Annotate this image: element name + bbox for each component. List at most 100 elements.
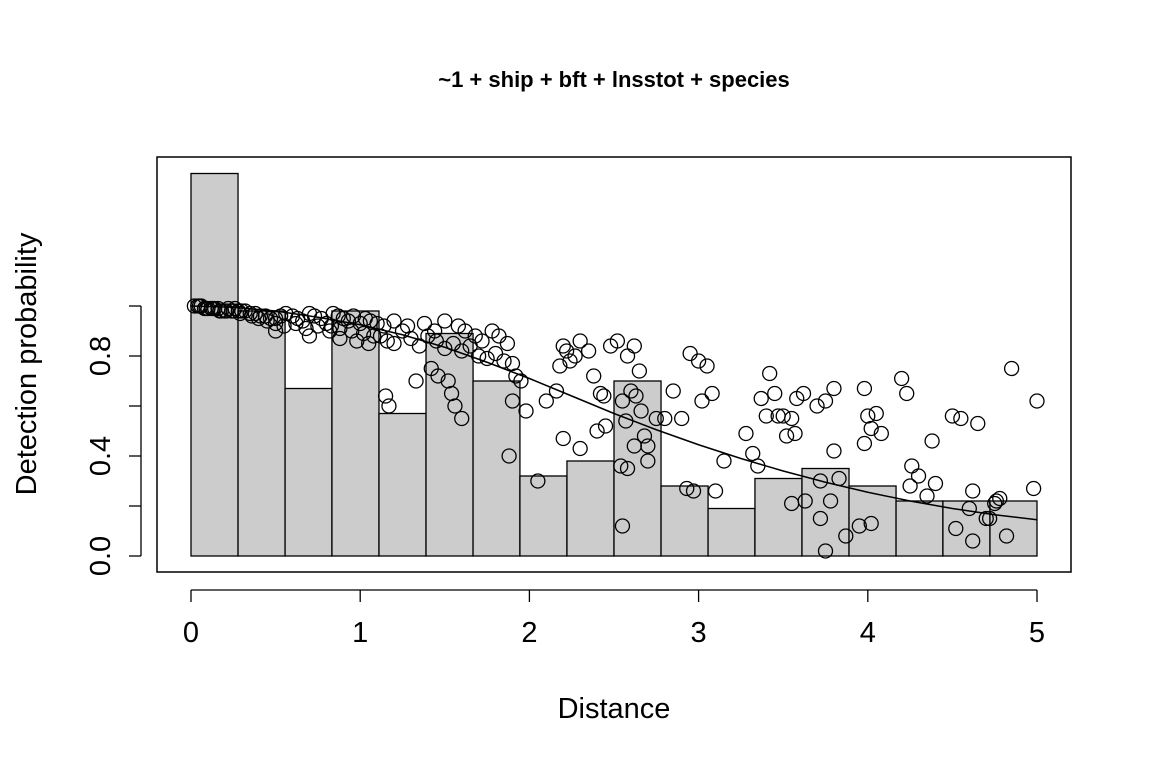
data-point [707, 483, 724, 499]
data-point [809, 398, 825, 414]
data-point [332, 320, 348, 337]
data-point [558, 343, 575, 359]
data-point [822, 493, 839, 509]
data-point [817, 543, 834, 559]
data-point [716, 453, 732, 469]
data-point [242, 305, 258, 322]
plot-frame [156, 156, 1072, 573]
y-axis: 0.0 0.4 0.8 [85, 305, 142, 576]
data-point [552, 358, 568, 374]
data-point [589, 423, 605, 439]
data-point [227, 300, 243, 317]
data-point [306, 308, 323, 324]
x-tick-label: 5 [1029, 617, 1045, 649]
data-point [555, 430, 571, 447]
data-point [225, 303, 241, 319]
data-point [251, 310, 267, 327]
data-point [910, 468, 927, 484]
data-point [826, 443, 842, 459]
y-axis-label: Detection probability [11, 232, 43, 495]
data-point [619, 460, 636, 477]
data-point [470, 348, 487, 364]
data-point [899, 385, 915, 402]
data-point [614, 393, 631, 409]
data-point [767, 385, 783, 402]
data-point [426, 323, 443, 339]
data-point [1025, 480, 1042, 497]
data-point [682, 345, 698, 362]
data-point [633, 403, 649, 419]
data-point [518, 403, 534, 419]
data-point [344, 323, 360, 339]
histogram-bar [472, 380, 521, 557]
data-point [349, 333, 365, 349]
data-point [775, 408, 791, 424]
data-point [580, 343, 597, 359]
data-point [685, 483, 702, 499]
data-point [332, 330, 348, 347]
data-point [965, 533, 981, 549]
histogram-bar [566, 460, 615, 557]
data-point [640, 453, 656, 469]
data-point [386, 335, 402, 352]
data-point [377, 388, 394, 404]
data-point [259, 313, 275, 329]
data-point [267, 315, 284, 332]
data-point [953, 410, 969, 427]
x-tick-label: 3 [691, 617, 707, 649]
x-tick-label: 0 [183, 617, 199, 649]
data-point [1003, 360, 1020, 377]
data-point [812, 473, 829, 489]
data-point [626, 438, 642, 454]
histogram-bar [754, 477, 803, 557]
data-point [868, 405, 884, 422]
data-point [970, 415, 986, 432]
y-tick-label: 0.4 [85, 436, 117, 476]
data-point [288, 315, 304, 332]
data-point [267, 323, 284, 339]
data-point [863, 515, 879, 532]
data-point [919, 488, 935, 504]
data-point [784, 410, 800, 427]
histogram-bar [660, 485, 709, 557]
data-point [487, 345, 504, 362]
data-point [902, 478, 918, 494]
data-point [795, 385, 812, 402]
data-point [679, 480, 695, 497]
data-point [797, 493, 813, 509]
data-point [596, 388, 612, 404]
data-point [538, 393, 554, 409]
data-point [548, 383, 565, 399]
data-point [618, 413, 634, 429]
data-point [376, 318, 392, 334]
data-point [586, 368, 602, 384]
data-point [479, 350, 495, 367]
data-point [648, 410, 664, 427]
data-point [276, 318, 292, 334]
data-point [704, 385, 720, 402]
data-point [863, 420, 879, 437]
data-point [597, 418, 614, 434]
data-point [992, 490, 1008, 507]
data-point [778, 428, 795, 444]
data-point [750, 458, 766, 474]
data-point [454, 410, 470, 427]
data-point [244, 308, 260, 324]
data-point [474, 333, 490, 349]
data-point [457, 323, 473, 339]
data-point [856, 380, 873, 397]
data-point [362, 313, 379, 329]
data-point [499, 335, 516, 352]
data-point [738, 425, 754, 442]
data-point [562, 353, 578, 369]
data-point [998, 528, 1015, 544]
data-point [508, 368, 524, 384]
data-point [657, 410, 673, 427]
data-point [567, 348, 583, 364]
data-point [572, 440, 588, 457]
data-point [408, 373, 424, 389]
histogram-bars [190, 172, 1038, 557]
x-tick-label: 1 [352, 617, 368, 649]
